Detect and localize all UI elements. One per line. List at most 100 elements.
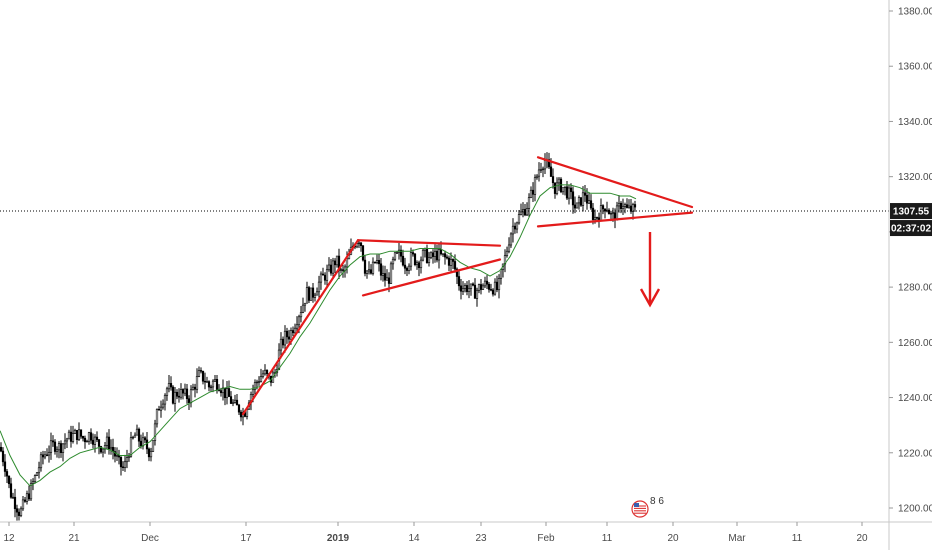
candle-body bbox=[467, 288, 471, 292]
candle bbox=[311, 282, 315, 303]
candle-body bbox=[311, 287, 315, 298]
candle bbox=[339, 267, 343, 274]
candle bbox=[359, 241, 363, 252]
candle-body bbox=[603, 208, 607, 212]
candle bbox=[221, 379, 225, 401]
countdown-text: 02:37:02 bbox=[891, 224, 931, 235]
candle bbox=[459, 278, 463, 300]
candle bbox=[165, 386, 169, 401]
candle bbox=[543, 153, 547, 175]
candle-body bbox=[599, 205, 603, 221]
candle bbox=[171, 385, 175, 405]
candle-body bbox=[207, 381, 211, 388]
candle bbox=[7, 475, 11, 489]
candle-body bbox=[57, 443, 61, 451]
candle-body bbox=[577, 197, 581, 204]
candle bbox=[1, 447, 5, 467]
candle bbox=[95, 431, 99, 443]
candle-body bbox=[381, 273, 385, 276]
candle-body bbox=[195, 376, 199, 390]
badge-label: 8 6 bbox=[650, 496, 664, 507]
candle-body bbox=[633, 204, 637, 208]
candle bbox=[499, 268, 503, 285]
candle-body bbox=[523, 209, 527, 216]
candle bbox=[141, 432, 145, 450]
candle-body bbox=[131, 436, 135, 439]
candle-body bbox=[567, 187, 571, 199]
candle-body bbox=[223, 387, 227, 399]
candle bbox=[425, 244, 429, 264]
candle-body bbox=[229, 396, 233, 404]
candle-body bbox=[45, 454, 49, 456]
candle-body bbox=[437, 249, 441, 261]
x-tick-label: Dec bbox=[141, 533, 159, 544]
candle bbox=[285, 327, 289, 344]
candle bbox=[413, 252, 417, 267]
candle-body bbox=[469, 283, 473, 289]
candle-body bbox=[569, 187, 573, 193]
candle-body bbox=[593, 217, 597, 220]
candle-body bbox=[125, 457, 129, 463]
candle bbox=[193, 383, 197, 398]
candle-body bbox=[443, 253, 447, 258]
candle bbox=[457, 270, 461, 291]
candle bbox=[505, 246, 509, 258]
price-axis[interactable]: 1380.001360.001340.001320.001300.001280.… bbox=[888, 0, 932, 550]
candle bbox=[327, 257, 331, 272]
candle-body bbox=[401, 255, 405, 266]
event-badge[interactable]: 8 6 bbox=[631, 496, 664, 518]
candle bbox=[81, 435, 85, 442]
candle bbox=[133, 432, 137, 438]
candle bbox=[511, 218, 515, 243]
candle-body bbox=[595, 217, 599, 219]
candle bbox=[357, 240, 361, 249]
candle-body bbox=[181, 389, 185, 394]
candle-body bbox=[529, 189, 533, 198]
candle-body bbox=[371, 261, 375, 274]
candle bbox=[521, 202, 525, 218]
candle-body bbox=[297, 316, 301, 326]
candle-body bbox=[157, 408, 161, 411]
candle bbox=[337, 248, 341, 280]
candle bbox=[187, 395, 191, 411]
y-tick-label: 1380.00 bbox=[898, 7, 932, 18]
candle bbox=[401, 249, 405, 267]
candle-body bbox=[1, 450, 5, 463]
candle-body bbox=[405, 267, 409, 271]
candle-body bbox=[71, 433, 75, 442]
candle-body bbox=[315, 291, 319, 296]
candle bbox=[361, 245, 365, 262]
candle-body bbox=[67, 431, 71, 440]
candle bbox=[365, 270, 369, 279]
candle-body bbox=[413, 253, 417, 265]
candle-body bbox=[535, 175, 539, 179]
candle-body bbox=[139, 440, 143, 447]
candle-body bbox=[357, 242, 361, 245]
candle bbox=[331, 257, 335, 277]
candle bbox=[305, 281, 309, 304]
candle-body bbox=[173, 391, 177, 404]
candle-body bbox=[151, 440, 155, 452]
candle bbox=[527, 193, 531, 217]
candle-body bbox=[399, 249, 403, 257]
candle-body bbox=[133, 434, 137, 438]
candle bbox=[445, 254, 449, 260]
candle-body bbox=[285, 330, 289, 338]
candle bbox=[307, 285, 311, 303]
candle-body bbox=[557, 178, 561, 184]
candle-body bbox=[261, 373, 265, 377]
time-axis[interactable]: 12 21 Dec 17 2019 14 23 Feb 11 20 Mar 11 20 bbox=[0, 521, 932, 544]
candle-body bbox=[301, 304, 305, 313]
candle bbox=[433, 244, 437, 263]
candle-body bbox=[307, 287, 311, 301]
candle bbox=[417, 260, 421, 277]
candle bbox=[33, 474, 37, 484]
candle bbox=[483, 276, 487, 289]
candle-body bbox=[487, 283, 491, 290]
candle bbox=[473, 278, 477, 299]
candle-body bbox=[427, 257, 431, 263]
candle bbox=[517, 209, 521, 225]
y-tick-label: 1200.00 bbox=[898, 504, 932, 515]
